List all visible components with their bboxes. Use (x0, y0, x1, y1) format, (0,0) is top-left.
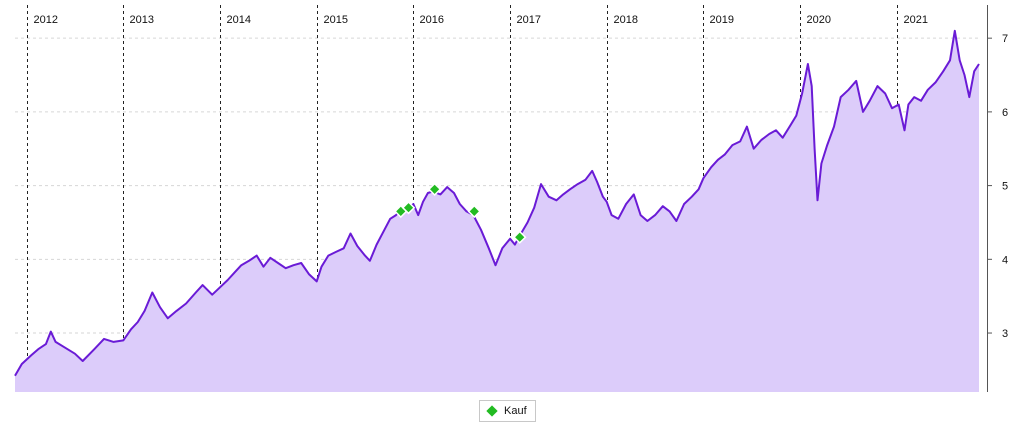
y-tick-label-7: 7 (1002, 33, 1008, 45)
buy-marker-2 (401, 200, 416, 215)
year-label-2015: 2015 (324, 14, 348, 26)
year-label-2018: 2018 (614, 14, 638, 26)
year-label-2017: 2017 (517, 14, 541, 26)
year-label-2013: 2013 (130, 14, 154, 26)
buy-marker-3 (427, 182, 442, 197)
chart-grid: 2012 2013 2014 2015 2016 2017 2018 2019 2020 2021 (15, 5, 979, 392)
chart-series (14, 29, 980, 393)
y-tick-label-3: 3 (1002, 328, 1008, 340)
series-area (15, 30, 979, 393)
legend-marker-kauf (486, 405, 498, 417)
legend-label-kauf: Kauf (504, 405, 527, 417)
series-line (14, 29, 980, 377)
year-label-2012: 2012 (34, 14, 58, 26)
y-tick-label-6: 6 (1002, 107, 1008, 119)
year-label-2021: 2021 (904, 14, 928, 26)
year-label-2016: 2016 (420, 14, 444, 26)
year-label-2014: 2014 (227, 14, 251, 26)
year-label-2020: 2020 (807, 14, 831, 26)
buy-marker-5 (513, 230, 527, 244)
chart-markers (394, 182, 527, 244)
chart-axes: 3 4 5 6 7 (987, 5, 1008, 392)
year-label-2019: 2019 (710, 14, 734, 26)
y-tick-label-5: 5 (1002, 181, 1008, 193)
y-tick-label-4: 4 (1002, 254, 1008, 266)
buy-marker-4 (467, 204, 481, 219)
chart-legend: Kauf (479, 400, 536, 422)
